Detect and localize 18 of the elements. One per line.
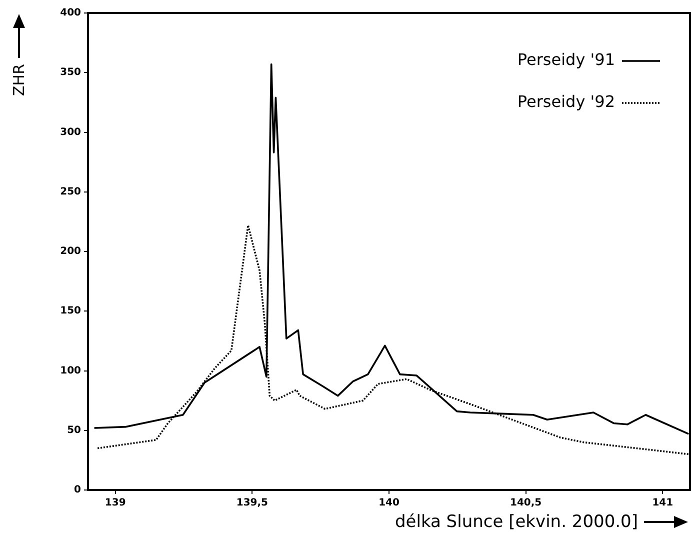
y-tick-label: 250 [60,186,82,198]
x-tick-label: 140,5 [510,498,542,509]
y-axis-title: ZHR [10,64,28,96]
legend-label: Perseidy '92 [517,92,615,112]
y-tick-label: 50 [67,424,82,436]
y-tick-label: 0 [74,484,82,496]
x-tick-label: 140 [378,498,400,509]
y-tick-label: 350 [60,67,82,78]
x-tick-label: 141 [652,498,674,509]
y-tick-label: 400 [60,8,82,19]
y-tick-label: 300 [60,126,82,138]
y-tick-label: 100 [60,365,82,376]
legend-label: Perseidy '91 [517,50,615,70]
y-tick-label: 200 [60,246,82,258]
x-axis-title: délka Slunce [ekvin. 2000.0] [394,512,638,532]
x-tick-label: 139,5 [236,498,268,509]
y-tick-label: 150 [60,306,82,317]
x-tick-label: 139 [104,498,126,509]
